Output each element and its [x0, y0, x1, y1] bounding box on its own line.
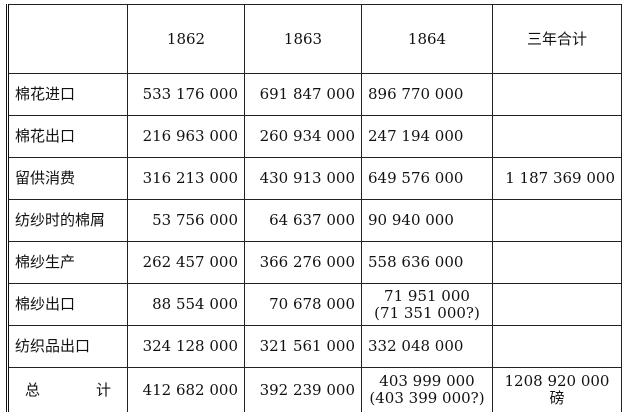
table-row: 留供消费 316 213 000 430 913 000 649 576 000 1 1…	[7, 157, 622, 200]
cell-1864: 247 194 000	[361, 115, 493, 158]
cotton-statistics-table: 1862 1863 1864 三年合计 棉花进口 533 176 000 691 8…	[6, 4, 622, 412]
cell-1862: 88 554 000	[127, 283, 245, 326]
table-row: 棉纱出口 88 554 000 70 678 000 71 951 000 (71 35…	[7, 283, 622, 326]
cell-1862: 412 682 000	[127, 367, 245, 412]
cell-1864: 71 951 000 (71 351 000?)	[361, 283, 493, 326]
cell-total	[492, 73, 622, 116]
cell-1863: 64 637 000	[244, 199, 362, 242]
cell-1863: 260 934 000	[244, 115, 362, 158]
cell-1862: 316 213 000	[127, 157, 245, 200]
row-label: 棉花出口	[7, 115, 128, 158]
header-1863: 1863	[244, 4, 362, 74]
cell-1862: 324 128 000	[127, 325, 245, 368]
cotton-table-wrapper: 1862 1863 1864 三年合计 棉花进口 533 176 000 691 8…	[6, 4, 622, 412]
cell-1864: 649 576 000	[361, 157, 493, 200]
table-row: 棉花进口 533 176 000 691 847 000 896 770 000	[7, 73, 622, 116]
cell-1863: 321 561 000	[244, 325, 362, 368]
table-row: 总计 412 682 000 392 239 000 403 999 000 (403 …	[7, 367, 622, 412]
row-label: 纺纱时的棉屑	[7, 199, 128, 242]
row-label: 棉纱生产	[7, 241, 128, 284]
value-1864-alt: (71 351 000?)	[374, 303, 480, 322]
value-1864: 403 999 000	[379, 372, 475, 390]
table-row: 棉纱生产 262 457 000 366 276 000 558 636 000	[7, 241, 622, 284]
cell-total	[492, 199, 622, 242]
cell-1864: 558 636 000	[361, 241, 493, 284]
cell-total: 1208 920 000 磅	[492, 367, 622, 412]
cell-total	[492, 283, 622, 326]
cell-1862: 262 457 000	[127, 241, 245, 284]
row-label: 棉花进口	[7, 73, 128, 116]
header-row: 1862 1863 1864 三年合计	[7, 4, 622, 74]
row-label: 留供消费	[7, 157, 128, 200]
cell-total	[492, 115, 622, 158]
cell-1863: 430 913 000	[244, 157, 362, 200]
row-label-a: 总	[25, 380, 41, 399]
cell-1864: 403 999 000 (403 399 000?)	[361, 367, 493, 412]
table-row: 棉花出口 216 963 000 260 934 000 247 194 000	[7, 115, 622, 158]
value-1864-alt: (403 399 000?)	[369, 389, 485, 407]
cell-1864: 332 048 000	[361, 325, 493, 368]
table-row: 纺织品出口 324 128 000 321 561 000 332 048 000	[7, 325, 622, 368]
row-label: 总计	[7, 367, 128, 412]
total-unit: 磅	[549, 389, 565, 407]
cell-1863: 366 276 000	[244, 241, 362, 284]
total-value: 1208 920 000	[504, 372, 610, 390]
cell-1862: 53 756 000	[127, 199, 245, 242]
table-row: 纺纱时的棉屑 53 756 000 64 637 000 90 940 000	[7, 199, 622, 242]
cell-1863: 392 239 000	[244, 367, 362, 412]
value-1864: 71 951 000	[384, 286, 470, 305]
header-corner	[7, 4, 128, 74]
row-label: 棉纱出口	[7, 283, 128, 326]
cell-1863: 691 847 000	[244, 73, 362, 116]
header-1864: 1864	[361, 4, 493, 74]
row-label: 纺织品出口	[7, 325, 128, 368]
cell-1862: 216 963 000	[127, 115, 245, 158]
header-total: 三年合计	[492, 4, 622, 74]
cell-total	[492, 325, 622, 368]
header-1862: 1862	[127, 4, 245, 74]
cell-1862: 533 176 000	[127, 73, 245, 116]
row-label-b: 计	[95, 380, 111, 399]
cell-1864: 90 940 000	[361, 199, 493, 242]
cell-1864: 896 770 000	[361, 73, 493, 116]
cell-1863: 70 678 000	[244, 283, 362, 326]
cell-total	[492, 241, 622, 284]
cell-total: 1 187 369 000	[492, 157, 622, 200]
